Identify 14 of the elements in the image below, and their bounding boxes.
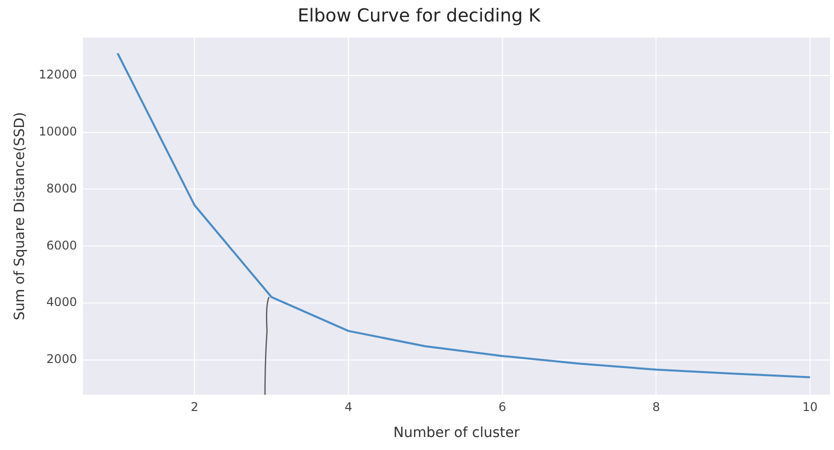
y-tick-label: 6000 bbox=[46, 238, 77, 252]
y-tick-label: 4000 bbox=[46, 295, 77, 310]
y-tick-label: 2000 bbox=[46, 352, 77, 366]
y-tick-label: 8000 bbox=[46, 181, 77, 196]
x-tick-label: 4 bbox=[344, 400, 352, 414]
chart-title: Elbow Curve for deciding K bbox=[298, 5, 542, 26]
y-tick-label: 12000 bbox=[38, 68, 77, 82]
y-tick-label: 10000 bbox=[38, 124, 77, 138]
x-tick-label: 10 bbox=[802, 400, 818, 414]
y-axis-title: Sum of Square Distance(SSD) bbox=[12, 112, 28, 320]
x-tick-label: 8 bbox=[652, 400, 660, 414]
x-tick-label: 2 bbox=[190, 400, 198, 414]
x-axis-title: Number of cluster bbox=[393, 425, 520, 442]
x-tick-label: 6 bbox=[498, 400, 506, 414]
